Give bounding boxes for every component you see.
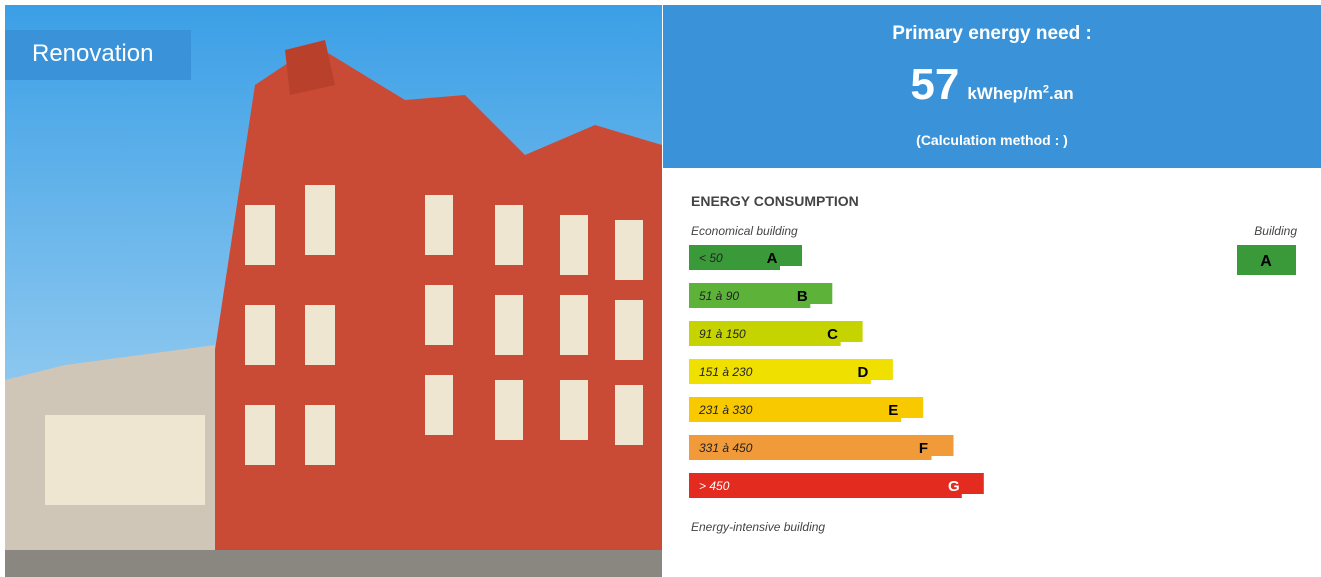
scale-top-label: Economical building bbox=[691, 224, 798, 238]
scale-title: ENERGY CONSUMPTION bbox=[691, 193, 859, 209]
class-range: 231 à 330 bbox=[698, 403, 753, 417]
class-range: < 50 bbox=[699, 251, 723, 265]
energy-header: Primary energy need : 57 kWhep/m2.an (Cal… bbox=[663, 5, 1321, 168]
building-photo bbox=[5, 5, 662, 577]
header-title: Primary energy need : bbox=[663, 23, 1321, 45]
class-letter: E bbox=[888, 402, 898, 419]
class-range: 151 à 230 bbox=[699, 365, 753, 379]
class-bar bbox=[689, 473, 984, 498]
class-letter: C bbox=[827, 326, 838, 343]
header-value-row: 57 kWhep/m2.an bbox=[663, 60, 1321, 110]
class-range: 331 à 450 bbox=[699, 441, 753, 455]
class-letter: A bbox=[767, 250, 778, 267]
class-range: 91 à 150 bbox=[699, 327, 746, 341]
class-letter: F bbox=[919, 440, 928, 457]
unit-text: kWhep/m bbox=[967, 84, 1043, 103]
scale-bottom-label: Energy-intensive building bbox=[691, 520, 825, 534]
energy-value: 57 bbox=[910, 60, 959, 109]
class-letter: B bbox=[797, 288, 808, 305]
class-range: > 450 bbox=[699, 479, 730, 493]
body: Renovation Primary energy need : 57 kWhep… bbox=[0, 0, 1321, 577]
energy-unit: kWhep/m2.an bbox=[967, 84, 1073, 103]
photo-tag: Renovation bbox=[5, 30, 191, 80]
energy-panel: Renovation Primary energy need : 57 kWhep… bbox=[0, 0, 1321, 577]
unit-suffix: .an bbox=[1049, 84, 1074, 103]
class-range: 51 à 90 bbox=[699, 289, 739, 303]
class-letter: D bbox=[857, 364, 868, 381]
street bbox=[5, 550, 662, 577]
page: Energy performance {"photo": {"tag": "Re… bbox=[0, 0, 1321, 577]
energy-scale: ENERGY CONSUMPTION Economical building B… bbox=[663, 168, 1321, 577]
building-class: A bbox=[1260, 253, 1272, 270]
calculation-method: (Calculation method : ) bbox=[663, 132, 1321, 148]
class-letter: G bbox=[948, 478, 960, 495]
building-label: Building bbox=[1254, 224, 1297, 238]
